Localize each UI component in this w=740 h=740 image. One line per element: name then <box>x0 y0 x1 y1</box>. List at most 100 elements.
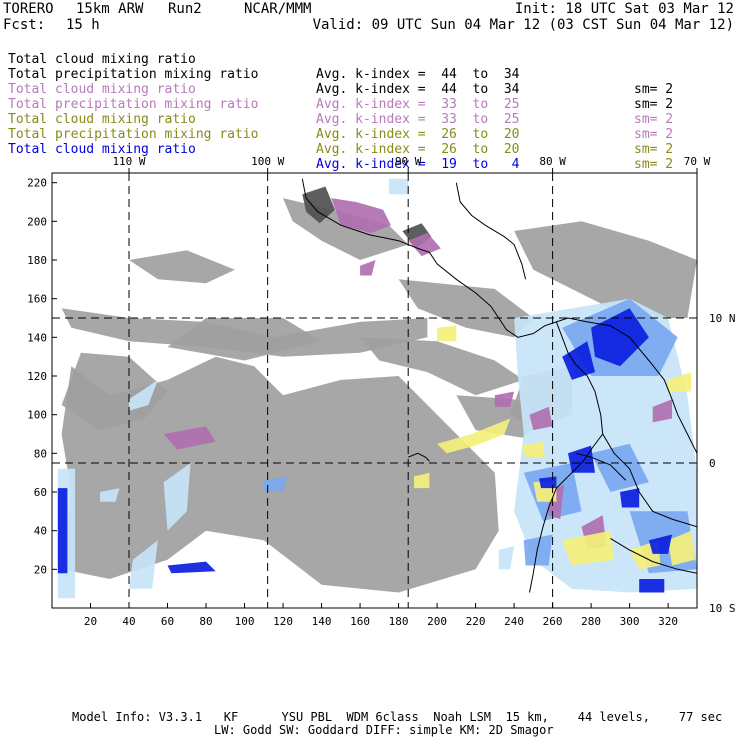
lightblue-cloud-region <box>129 379 158 411</box>
x-tick-label: 260 <box>543 615 563 628</box>
lightblue-cloud-region <box>498 546 515 570</box>
legend-sm: sm= 2 <box>634 157 674 172</box>
lon-label: 70 W <box>684 155 711 168</box>
x-tick-label: 280 <box>581 615 601 628</box>
x-tick-label: 80 <box>199 615 212 628</box>
purple-cloud-region <box>652 399 672 423</box>
midblue-cloud-region <box>523 534 553 566</box>
purple-cloud-region <box>331 198 391 233</box>
gray-cloud-region <box>398 279 534 338</box>
y-tick-label: 160 <box>27 293 47 306</box>
x-tick-label: 120 <box>273 615 293 628</box>
legend-sm: sm= 2 <box>634 82 674 97</box>
lightblue-cloud-region <box>129 540 158 589</box>
gray-cloud-region <box>514 221 697 318</box>
y-tick-label: 80 <box>34 447 47 460</box>
y-tick-label: 20 <box>34 563 47 576</box>
legend-kindex: Avg. k-index = 33 to 25 <box>316 112 520 127</box>
x-tick-label: 180 <box>389 615 409 628</box>
legend-name: Total cloud mixing ratio <box>8 82 196 97</box>
y-tick-label: 120 <box>27 370 47 383</box>
purple-cloud-region <box>408 232 441 257</box>
legend-row: Total precipitation mixing ratio Avg. k-… <box>0 82 740 157</box>
legend-name: Total precipitation mixing ratio <box>8 97 259 112</box>
physics-info-line: LW: Godd SW: Goddard DIFF: simple KM: 2D… <box>214 723 554 737</box>
coastline <box>408 452 430 462</box>
header-fcst-value: 15 h <box>66 17 100 33</box>
yellow-cloud-region <box>562 530 615 566</box>
legend-sm: sm= 2 <box>634 142 674 157</box>
legend-name: Total cloud mixing ratio <box>8 112 196 127</box>
y-tick-label: 220 <box>27 177 47 190</box>
yellow-cloud-region <box>668 372 692 392</box>
legend-row: Total cloud mixing ratio Avg. k-index = … <box>0 67 740 142</box>
field-layer <box>57 178 697 599</box>
legend-kindex: Avg. k-index = 44 to 34 <box>316 82 520 97</box>
y-tick-label: 60 <box>34 486 47 499</box>
gray-cloud-region <box>61 352 168 431</box>
legend-row: Total precipitation mixing ratio Avg. k-… <box>0 52 740 127</box>
header-org: NCAR/MMM <box>244 1 312 17</box>
y-tick-label: 180 <box>27 254 47 267</box>
legend-sm: sm= 2 <box>634 112 674 127</box>
purple-cloud-region <box>494 391 515 407</box>
axes-layer: 20 40 60 80 100 120 140 160 180 200 220 240 260 280 30… <box>27 155 735 628</box>
coastline <box>610 537 697 574</box>
x-tick-label: 240 <box>504 615 524 628</box>
blue-cloud-region <box>568 445 595 473</box>
blue-cloud-region <box>562 341 595 380</box>
coastline-layer <box>301 178 697 593</box>
header-model: TORERO <box>3 1 54 17</box>
legend-row: Total cloud mixing ratio Avg. k-index = … <box>0 127 740 202</box>
legend-kindex: Avg. k-index = 33 to 25 <box>316 97 520 112</box>
blue-cloud-region <box>57 488 68 574</box>
legend-row: Total cloud mixing ratio Avg. k-index = … <box>0 97 740 172</box>
blue-cloud-region <box>167 561 216 574</box>
lon-label: 110 W <box>112 155 145 168</box>
blue-cloud-region <box>591 308 649 367</box>
dark-cloud-region <box>302 186 335 224</box>
yellow-cloud-region <box>521 441 545 458</box>
x-tick-label: 220 <box>466 615 486 628</box>
blue-cloud-region <box>620 488 640 508</box>
midblue-cloud-region <box>263 476 287 492</box>
blue-cloud-region <box>648 534 672 554</box>
coastline <box>455 182 527 280</box>
legend-row: Total cloud mixing ratio Avg. k-index = … <box>0 37 740 112</box>
coastline <box>575 452 627 481</box>
lon-label: 80 W <box>539 155 566 168</box>
lat-label: 0 <box>709 457 716 470</box>
yellow-cloud-region <box>437 418 511 454</box>
yellow-cloud-region <box>668 530 696 566</box>
header-valid: Valid: 09 UTC Sun 04 Mar 12 (03 CST Sun … <box>312 17 734 33</box>
legend-name: Total precipitation mixing ratio <box>8 127 259 142</box>
coastline <box>529 321 604 593</box>
coastline <box>602 433 697 528</box>
lon-label: 90 W <box>395 155 422 168</box>
x-tick-label: 40 <box>122 615 135 628</box>
y-tick-label: 100 <box>27 409 47 422</box>
legend-kindex: Avg. k-index = 26 to 20 <box>316 142 520 157</box>
y-tick-label: 40 <box>34 525 47 538</box>
x-tick-label: 200 <box>427 615 447 628</box>
lightblue-cloud-region <box>388 178 409 195</box>
y-tick-label: 140 <box>27 331 47 344</box>
yellow-cloud-region <box>437 325 457 342</box>
header-resolution: 15km ARW <box>76 1 144 17</box>
legend-name: Total cloud mixing ratio <box>8 142 196 157</box>
grid-layer <box>52 173 697 608</box>
legend-kindex: Avg. k-index = 44 to 34 <box>316 67 520 82</box>
legend-sm: sm= 2 <box>634 97 674 112</box>
x-tick-label: 320 <box>658 615 678 628</box>
x-tick-label: 140 <box>312 615 332 628</box>
blue-cloud-region <box>539 476 557 489</box>
purple-cloud-region <box>360 260 376 276</box>
header-run: Run2 <box>168 1 202 17</box>
x-tick-label: 20 <box>84 615 97 628</box>
gray-cloud-region <box>167 318 322 361</box>
header-fcst-label: Fcst: <box>3 17 46 33</box>
y-tick-label: 200 <box>27 215 47 228</box>
purple-cloud-region <box>529 406 553 431</box>
lightblue-cloud-region <box>163 463 191 531</box>
